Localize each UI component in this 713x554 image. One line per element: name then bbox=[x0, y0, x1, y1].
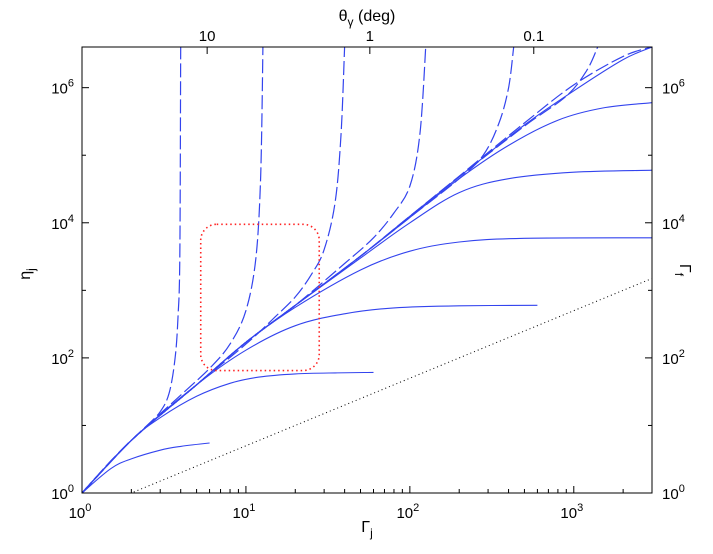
y-axis-label: ηj bbox=[17, 268, 38, 280]
solid-curve-4 bbox=[82, 237, 652, 493]
solid-curve-1 bbox=[82, 442, 210, 493]
x-tick-label: 101 bbox=[233, 502, 256, 522]
dashed-curve-2 bbox=[82, 47, 264, 493]
highlight-box bbox=[199, 223, 321, 372]
y-tick-label: 100 bbox=[51, 483, 74, 503]
dashed-curve-7 bbox=[82, 47, 652, 493]
top-tick-label: 1 bbox=[366, 28, 374, 45]
top-axis-label: θγ (deg) bbox=[339, 8, 396, 29]
dashed-curve-6 bbox=[82, 47, 599, 493]
y-tick-label: 102 bbox=[51, 348, 74, 368]
solid-curve-5 bbox=[82, 169, 652, 493]
right-tick-label: 106 bbox=[662, 78, 685, 98]
x-tick-label: 103 bbox=[560, 502, 583, 522]
x-tick-label: 102 bbox=[396, 502, 419, 522]
y-tick-label: 106 bbox=[51, 78, 74, 98]
top-tick-label: 10 bbox=[199, 28, 216, 45]
right-tick-label: 102 bbox=[662, 348, 685, 368]
right-tick-label: 104 bbox=[662, 213, 685, 233]
plot-area bbox=[82, 47, 652, 493]
reference-dotted-line bbox=[130, 277, 652, 493]
x-tick-label: 100 bbox=[69, 502, 92, 522]
solid-curve-2 bbox=[82, 371, 374, 493]
solid-curve-6 bbox=[82, 102, 652, 493]
dashed-curve-4 bbox=[82, 47, 427, 493]
x-axis-label: Γj bbox=[361, 519, 372, 540]
plot-frame bbox=[81, 46, 653, 494]
right-tick-label: 100 bbox=[662, 483, 685, 503]
solid-curve-7 bbox=[82, 47, 652, 493]
solid-curve-3 bbox=[82, 304, 538, 493]
y-tick-label: 104 bbox=[51, 213, 74, 233]
top-tick-label: 0.1 bbox=[523, 28, 544, 45]
dashed-curve-3 bbox=[82, 47, 346, 493]
right-axis-label: Γf bbox=[672, 264, 693, 277]
dashed-curve-1 bbox=[82, 47, 182, 493]
